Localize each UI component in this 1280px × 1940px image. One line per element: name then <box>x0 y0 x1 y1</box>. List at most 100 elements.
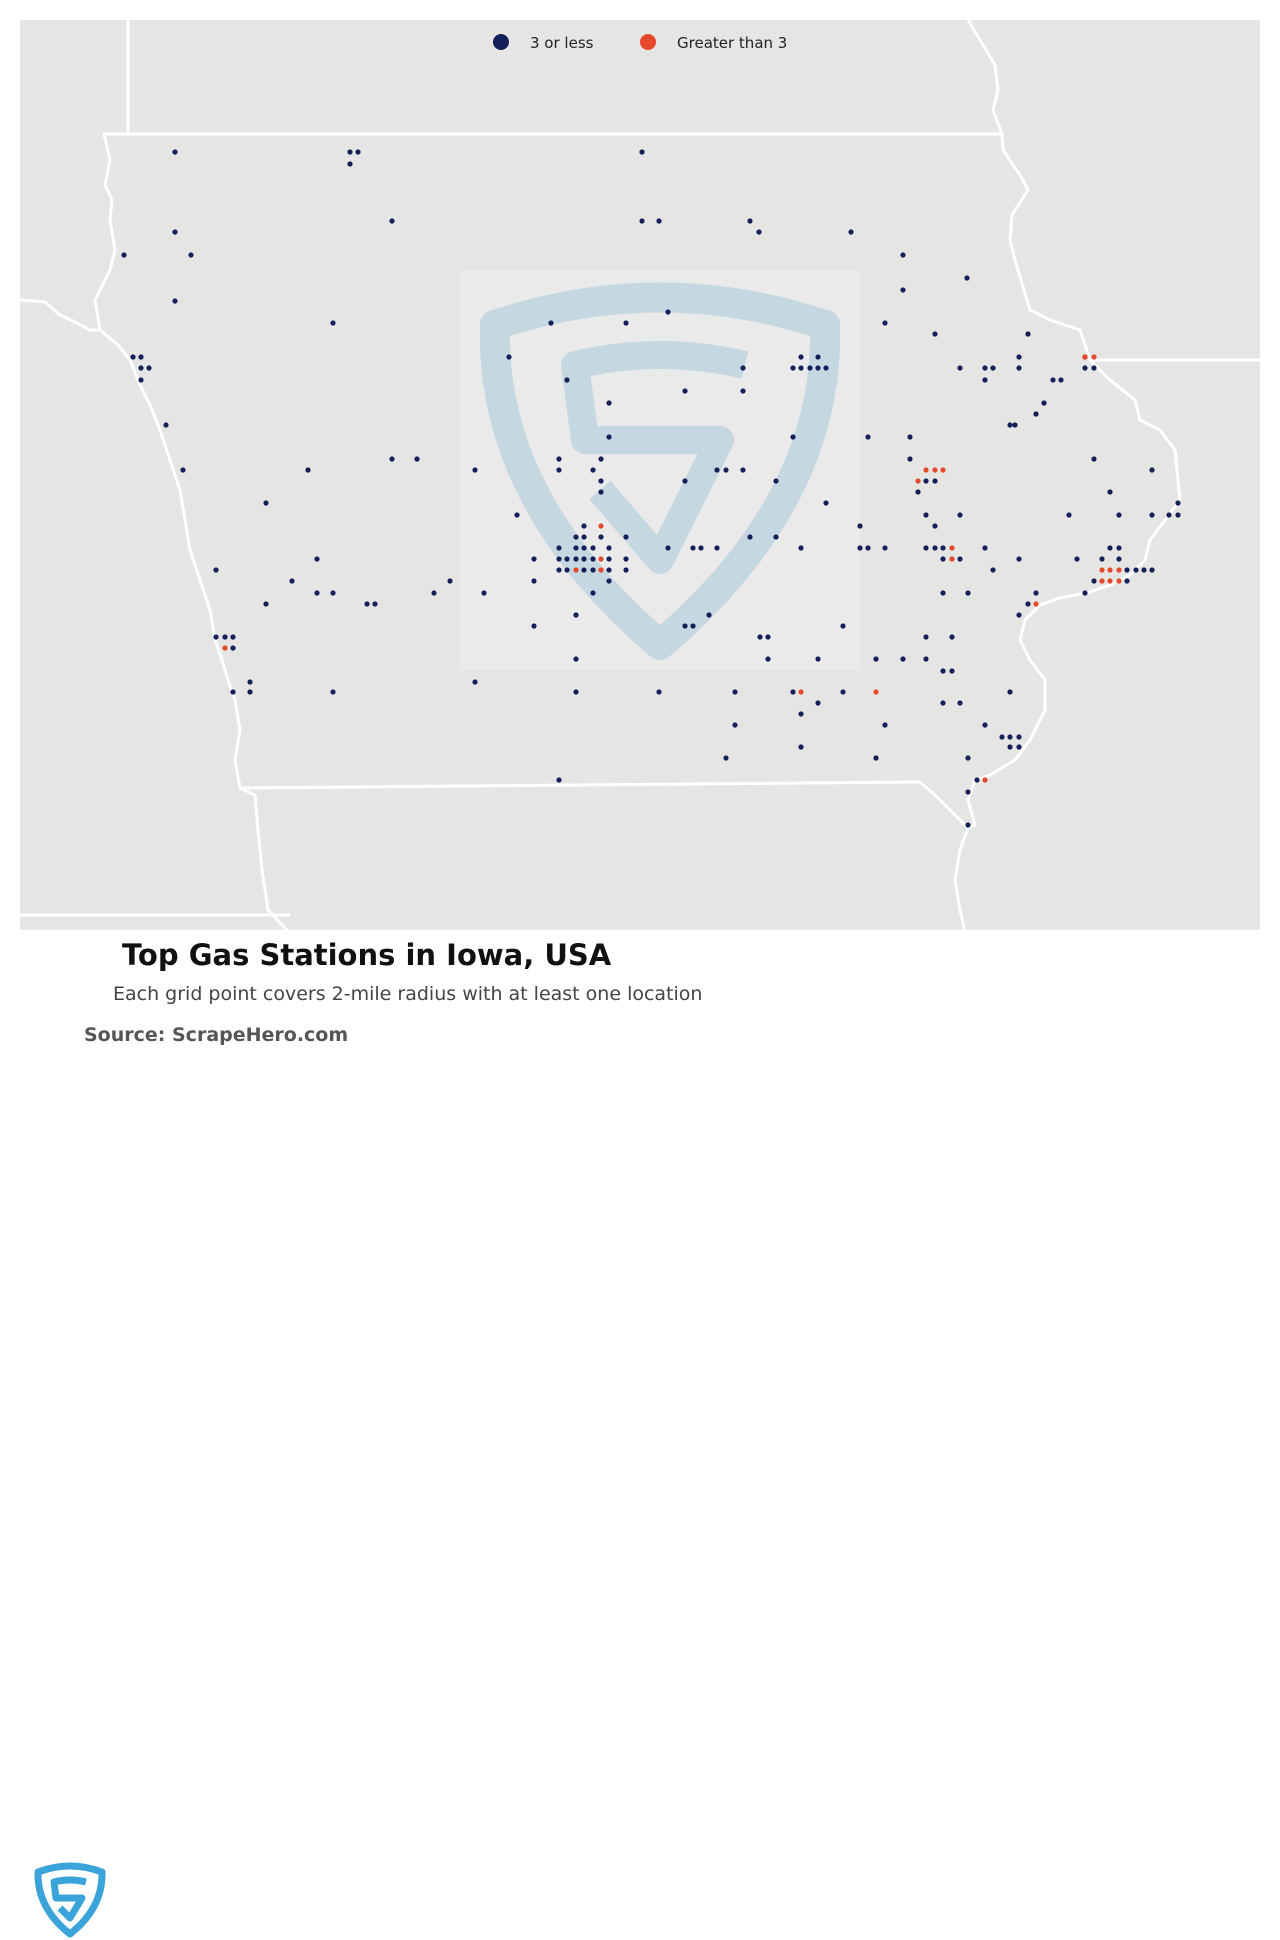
grid-point-high <box>1107 578 1113 584</box>
grid-point-low <box>573 534 579 540</box>
grid-point-low <box>714 545 720 551</box>
grid-point-low <box>756 229 762 235</box>
iowa-map: 3 or less Greater than 3 <box>19 19 1260 944</box>
grid-point-low <box>556 556 562 562</box>
grid-point-low <box>815 365 821 371</box>
grid-point-low <box>330 590 336 596</box>
grid-point-low <box>222 634 228 640</box>
grid-point-low <box>263 500 269 506</box>
grid-point-low <box>900 287 906 293</box>
grid-point-high <box>923 467 929 473</box>
grid-point-low <box>798 354 804 360</box>
grid-point-low <box>172 298 178 304</box>
grid-point-low <box>1058 377 1064 383</box>
grid-point-low <box>598 456 604 462</box>
grid-point-low <box>815 354 821 360</box>
grid-point-low <box>1082 365 1088 371</box>
grid-point-low <box>213 634 219 640</box>
grid-point-low <box>982 545 988 551</box>
station-grid-points <box>121 149 1181 828</box>
grid-point-low <box>247 689 253 695</box>
grid-point-low <box>682 478 688 484</box>
grid-point-low <box>531 578 537 584</box>
legend-marker-low <box>493 34 509 50</box>
legend-marker-high <box>640 34 656 50</box>
grid-point-low <box>639 218 645 224</box>
grid-point-low <box>564 567 570 573</box>
grid-point-low <box>1025 601 1031 607</box>
grid-point-low <box>900 656 906 662</box>
grid-point-low <box>1116 556 1122 562</box>
grid-point-low <box>163 422 169 428</box>
grid-point-low <box>732 689 738 695</box>
grid-point-high <box>932 467 938 473</box>
grid-point-low <box>531 623 537 629</box>
grid-point-low <box>965 590 971 596</box>
grid-point-low <box>957 700 963 706</box>
grid-point-low <box>723 467 729 473</box>
grid-point-low <box>848 229 854 235</box>
grid-point-low <box>564 377 570 383</box>
grid-point-low <box>974 777 980 783</box>
grid-point-low <box>138 354 144 360</box>
grid-point-low <box>531 556 537 562</box>
grid-point-low <box>1007 744 1013 750</box>
grid-point-low <box>965 822 971 828</box>
grid-point-high <box>598 523 604 529</box>
grid-point-low <box>900 252 906 258</box>
grid-point-high <box>598 567 604 573</box>
legend-label-high: Greater than 3 <box>677 34 787 52</box>
grid-point-low <box>314 590 320 596</box>
grid-point-low <box>1016 734 1022 740</box>
grid-point-low <box>564 556 570 562</box>
grid-point-low <box>1149 467 1155 473</box>
grid-point-low <box>590 590 596 596</box>
grid-point-low <box>1149 567 1155 573</box>
grid-point-low <box>213 567 219 573</box>
grid-point-low <box>1016 612 1022 618</box>
grid-point-low <box>598 489 604 495</box>
grid-point-low <box>639 149 645 155</box>
grid-point-low <box>431 590 437 596</box>
grid-point-low <box>1141 567 1147 573</box>
grid-point-low <box>556 777 562 783</box>
grid-point-low <box>940 556 946 562</box>
grid-point-low <box>882 320 888 326</box>
grid-point-low <box>765 656 771 662</box>
grid-point-low <box>857 523 863 529</box>
grid-point-low <box>606 578 612 584</box>
grid-point-low <box>1166 512 1172 518</box>
grid-point-low <box>665 309 671 315</box>
grid-point-low <box>172 149 178 155</box>
grid-point-low <box>723 755 729 761</box>
grid-point-low <box>798 365 804 371</box>
grid-point-low <box>949 634 955 640</box>
grid-point-low <box>940 700 946 706</box>
grid-point-low <box>815 700 821 706</box>
grid-point-low <box>188 252 194 258</box>
grid-point-low <box>472 679 478 685</box>
grid-point-low <box>581 545 587 551</box>
page-title: Top Gas Stations in Iowa, USA <box>122 938 612 972</box>
grid-point-high <box>798 689 804 695</box>
grid-point-high <box>1033 601 1039 607</box>
grid-point-low <box>740 365 746 371</box>
grid-point-low <box>965 755 971 761</box>
grid-point-low <box>247 679 253 685</box>
scrapehero-shield-icon <box>30 1858 110 1940</box>
grid-point-high <box>873 689 879 695</box>
grid-point-high <box>1116 578 1122 584</box>
grid-point-low <box>472 467 478 473</box>
grid-point-low <box>1016 556 1022 562</box>
grid-point-low <box>882 545 888 551</box>
grid-point-low <box>790 365 796 371</box>
grid-point-high <box>598 556 604 562</box>
grid-point-low <box>146 365 152 371</box>
grid-point-high <box>1091 354 1097 360</box>
grid-point-low <box>964 275 970 281</box>
grid-point-low <box>138 377 144 383</box>
grid-point-low <box>1007 734 1013 740</box>
grid-point-low <box>1012 422 1018 428</box>
grid-point-low <box>347 161 353 167</box>
grid-point-low <box>556 567 562 573</box>
